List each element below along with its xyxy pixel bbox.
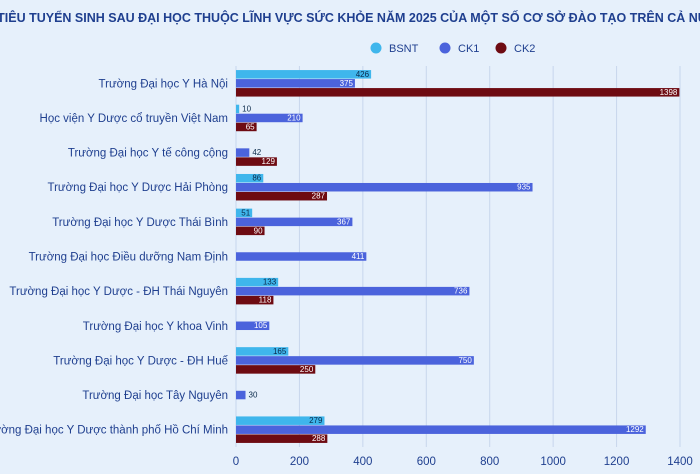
value-label: 426: [356, 70, 370, 79]
bar-ck2: [236, 88, 680, 97]
value-label: 129: [262, 157, 276, 166]
bar-bsnt: [236, 208, 253, 218]
category-label: Trường Đại học Tây Nguyên: [82, 390, 228, 402]
bar-ck1: [236, 148, 250, 157]
x-tick-label: 1200: [604, 456, 630, 468]
bar-ck2: [236, 434, 328, 443]
bar-bsnt: [236, 277, 279, 287]
bar-ck1: [236, 390, 246, 400]
legend-label: CK2: [514, 43, 535, 55]
bar-ck1: [236, 252, 367, 261]
bar-ck2: [236, 226, 265, 236]
value-label: 279: [309, 416, 323, 425]
bar-bsnt: [236, 104, 240, 114]
legend-marker-ck2: [495, 42, 507, 54]
category-label: Trường Đại học Y Dược thành phố Hồ Chí M…: [0, 425, 228, 437]
bar-ck1: [236, 79, 355, 88]
x-tick-label: 400: [353, 456, 372, 468]
value-label: 105: [254, 321, 268, 330]
value-label: 42: [252, 148, 261, 157]
legend-label: CK1: [458, 43, 479, 55]
bar-ck1: [236, 113, 303, 123]
category-label: Trường Đại học Y Hà Nội: [99, 78, 228, 90]
x-tick-label: 600: [417, 456, 436, 468]
bar-bsnt: [236, 416, 325, 425]
value-label: 30: [249, 390, 258, 399]
legend-label: BSNT: [389, 43, 419, 55]
x-tick-label: 800: [480, 456, 499, 468]
bar-ck1: [236, 182, 533, 192]
value-label: 133: [263, 278, 277, 287]
category-label: Trường Đại học Y khoa Vinh: [83, 321, 228, 333]
x-tick-label: 200: [290, 456, 309, 468]
value-label: 90: [254, 226, 263, 235]
bar-ck1: [236, 286, 470, 296]
value-label: 367: [337, 217, 351, 226]
bar-bsnt: [236, 173, 264, 183]
value-label: 375: [340, 79, 354, 88]
value-label: 750: [458, 356, 472, 365]
value-label: 736: [454, 287, 468, 296]
bar-bsnt: [236, 347, 289, 356]
value-label: 1292: [626, 425, 644, 434]
legend-marker-bsnt: [370, 42, 382, 54]
value-label: 935: [517, 183, 531, 192]
value-label: 165: [273, 347, 287, 356]
category-label: Học viện Y Dược cổ truyền Việt Nam: [40, 113, 228, 125]
value-label: 51: [241, 208, 250, 217]
x-tick-label: 0: [233, 456, 239, 468]
value-label: 210: [287, 113, 301, 122]
value-label: 1398: [660, 88, 678, 97]
chart-title: CHỈ TIÊU TUYỂN SINH SAU ĐẠI HỌC THUỘC LĨ…: [0, 10, 700, 25]
value-label: 86: [252, 174, 261, 183]
x-tick-label: 1000: [540, 456, 566, 468]
bar-ck1: [236, 321, 270, 331]
bar-ck2: [236, 295, 274, 305]
value-label: 250: [300, 365, 314, 374]
category-label: Trường Đại học Y tế công cộng: [68, 148, 228, 160]
bar-ck1: [236, 356, 474, 365]
chart-category-labels: Trường Đại học Y Hà Nội Học viện Y Dược c…: [0, 78, 229, 436]
category-label: Trường Đại học Y Dược - ĐH Thái Nguyên: [9, 286, 228, 298]
bar-ck1: [236, 217, 353, 227]
value-label: 118: [259, 296, 272, 305]
category-label: Trường Đại học Y Dược Hải Phòng: [48, 182, 229, 194]
value-label: 288: [312, 434, 326, 443]
category-label: Trường Đại học Y Dược Thái Bình: [52, 217, 228, 229]
category-label: Trường Đại học Y Dược - ĐH Huế: [53, 355, 228, 367]
chart-legend: BSNT CK1 CK2: [370, 42, 535, 55]
bar-ck1: [236, 425, 646, 434]
bar-bsnt: [236, 70, 372, 79]
value-label: 65: [246, 122, 255, 131]
value-label: 10: [242, 104, 251, 113]
value-label: 411: [352, 252, 365, 261]
bar-ck2: [236, 191, 328, 201]
chart-x-ticks: 0 200 400 600 800 1000 1200 1400: [233, 456, 693, 468]
value-label: 287: [312, 192, 326, 201]
category-label: Trường Đại học Điều dưỡng Nam Định: [29, 252, 228, 264]
legend-marker-ck1: [439, 42, 451, 54]
x-tick-label: 1400: [667, 456, 693, 468]
bar-ck2: [236, 157, 277, 166]
bar-ck2: [236, 122, 257, 132]
bar-ck2: [236, 365, 316, 374]
